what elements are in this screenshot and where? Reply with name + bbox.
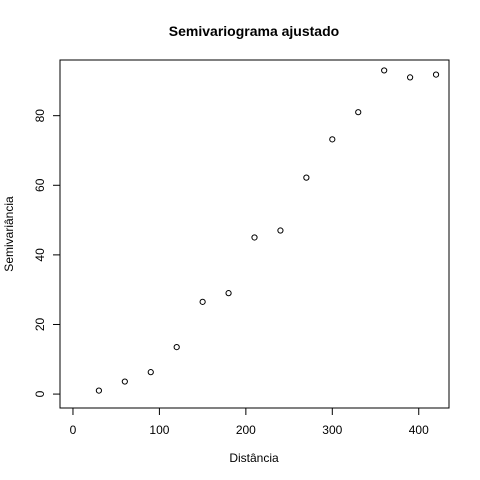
y-tick-label: 80 — [33, 109, 47, 123]
x-tick-label: 0 — [70, 423, 77, 437]
data-point — [303, 174, 310, 181]
y-tick-label: 20 — [33, 317, 47, 331]
x-tick-label: 300 — [322, 423, 342, 437]
data-point — [407, 74, 414, 81]
data-point — [251, 234, 258, 241]
data-points — [95, 67, 440, 394]
data-point — [95, 387, 103, 394]
data-point — [329, 136, 336, 143]
y-axis-label: Semivariância — [2, 196, 16, 272]
data-point — [432, 71, 440, 78]
data-point — [121, 378, 128, 385]
data-point — [381, 67, 388, 74]
x-tick-label: 400 — [409, 423, 429, 437]
data-point — [355, 109, 362, 116]
data-point — [225, 290, 232, 297]
y-tick-label: 60 — [33, 178, 47, 192]
y-tick-label: 40 — [33, 248, 47, 262]
x-tick-label: 200 — [236, 423, 256, 437]
data-point — [199, 298, 206, 305]
data-point — [147, 369, 154, 376]
chart-title: Semivariograma ajustado — [169, 23, 339, 39]
y-axis: 0 20 40 60 80 — [33, 109, 61, 397]
x-tick-label: 100 — [149, 423, 169, 437]
y-tick-label: 0 — [33, 390, 47, 397]
plot-frame — [59, 59, 450, 409]
x-axis-label: Distância — [229, 451, 279, 465]
data-point — [173, 344, 180, 351]
data-point — [277, 227, 284, 234]
x-axis: 0 100 200 300 400 — [70, 407, 429, 437]
